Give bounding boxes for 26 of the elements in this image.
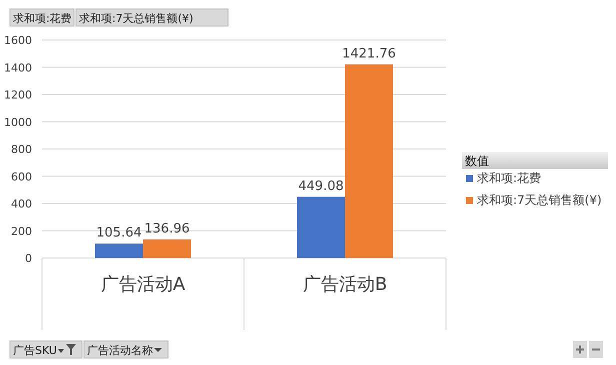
x-tick-label: 广告活动A xyxy=(100,274,186,295)
y-tick-label: 200 xyxy=(11,224,32,238)
text: 求和项:7天总销售额(¥) xyxy=(79,12,194,25)
legend-label: 求和项:7天总销售额(¥) xyxy=(477,193,602,207)
bar xyxy=(143,239,191,258)
text: 求和项:花费 xyxy=(13,12,72,25)
text: 广告活动名称 xyxy=(87,344,153,357)
bar xyxy=(297,196,345,258)
data-label: 136.96 xyxy=(144,221,190,236)
data-label: 105.64 xyxy=(96,226,142,241)
y-tick-label: 800 xyxy=(11,143,32,156)
y-tick-label: 600 xyxy=(11,170,32,184)
data-label: 1421.76 xyxy=(342,46,396,62)
y-tick-label: 1400 xyxy=(4,61,32,74)
y-tick-label: 0 xyxy=(25,252,32,265)
y-tick-label: 1600 xyxy=(4,34,32,47)
x-tick-label: 广告活动B xyxy=(302,274,388,295)
y-tick-label: 1200 xyxy=(4,88,32,102)
data-label: 449.08 xyxy=(298,178,344,194)
bar xyxy=(345,64,393,258)
legend-label: 求和项:花费 xyxy=(477,171,542,185)
text: 广告SKU xyxy=(13,344,57,357)
legend-title: 数值 xyxy=(465,154,489,168)
y-tick-label: 1000 xyxy=(4,116,32,129)
bar xyxy=(95,244,143,258)
y-tick-label: 400 xyxy=(11,198,32,210)
